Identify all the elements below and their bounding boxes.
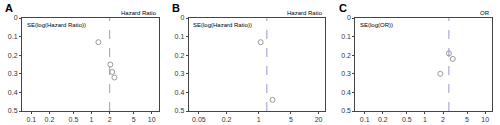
svg-text:10: 10 — [481, 116, 489, 123]
svg-text:C: C — [339, 2, 347, 14]
svg-text:0.2: 0.2 — [8, 52, 18, 59]
svg-text:0.1: 0.1 — [175, 33, 185, 40]
svg-text:5: 5 — [289, 116, 293, 123]
svg-text:2: 2 — [108, 116, 112, 123]
svg-text:1: 1 — [90, 116, 94, 123]
svg-text:0.1: 0.1 — [341, 33, 351, 40]
svg-text:0.3: 0.3 — [8, 70, 18, 77]
svg-text:2: 2 — [441, 116, 445, 123]
svg-text:A: A — [5, 2, 13, 14]
svg-text:0.1: 0.1 — [8, 33, 18, 40]
svg-text:SE(log(Hazard Ratio)): SE(log(Hazard Ratio)) — [27, 22, 86, 28]
svg-text:OR: OR — [480, 10, 490, 16]
svg-text:0: 0 — [347, 14, 351, 21]
svg-text:Hazard Ratio: Hazard Ratio — [121, 10, 157, 16]
svg-text:0.05: 0.05 — [192, 116, 206, 123]
svg-text:0.5: 0.5 — [402, 116, 412, 123]
svg-text:0.3: 0.3 — [175, 70, 185, 77]
svg-text:0.2: 0.2 — [341, 52, 351, 59]
svg-text:0.5: 0.5 — [8, 107, 18, 114]
svg-text:0: 0 — [180, 14, 184, 21]
svg-text:0.4: 0.4 — [8, 89, 18, 96]
svg-text:B: B — [172, 2, 180, 14]
svg-text:0.2: 0.2 — [222, 116, 232, 123]
svg-text:0.2: 0.2 — [378, 116, 388, 123]
svg-text:10: 10 — [148, 116, 156, 123]
svg-text:SE(log(OR)): SE(log(OR)) — [360, 22, 393, 28]
svg-text:20: 20 — [315, 116, 323, 123]
svg-text:0.3: 0.3 — [341, 70, 351, 77]
svg-text:0.4: 0.4 — [341, 89, 351, 96]
svg-text:0.1: 0.1 — [360, 116, 370, 123]
svg-text:0.2: 0.2 — [45, 116, 55, 123]
svg-text:SE(log(Hazard Ratio)): SE(log(Hazard Ratio)) — [193, 22, 252, 28]
svg-text:0.4: 0.4 — [175, 89, 185, 96]
svg-text:5: 5 — [132, 116, 136, 123]
svg-text:0: 0 — [14, 14, 18, 21]
svg-text:0.5: 0.5 — [341, 107, 351, 114]
svg-text:0.5: 0.5 — [69, 116, 79, 123]
svg-text:5: 5 — [465, 116, 469, 123]
svg-text:1: 1 — [257, 116, 261, 123]
svg-text:0.2: 0.2 — [175, 52, 185, 59]
svg-text:1: 1 — [423, 116, 427, 123]
svg-text:0.1: 0.1 — [26, 116, 36, 123]
svg-text:Hazard Ratio: Hazard Ratio — [287, 10, 323, 16]
svg-text:0.5: 0.5 — [175, 107, 185, 114]
